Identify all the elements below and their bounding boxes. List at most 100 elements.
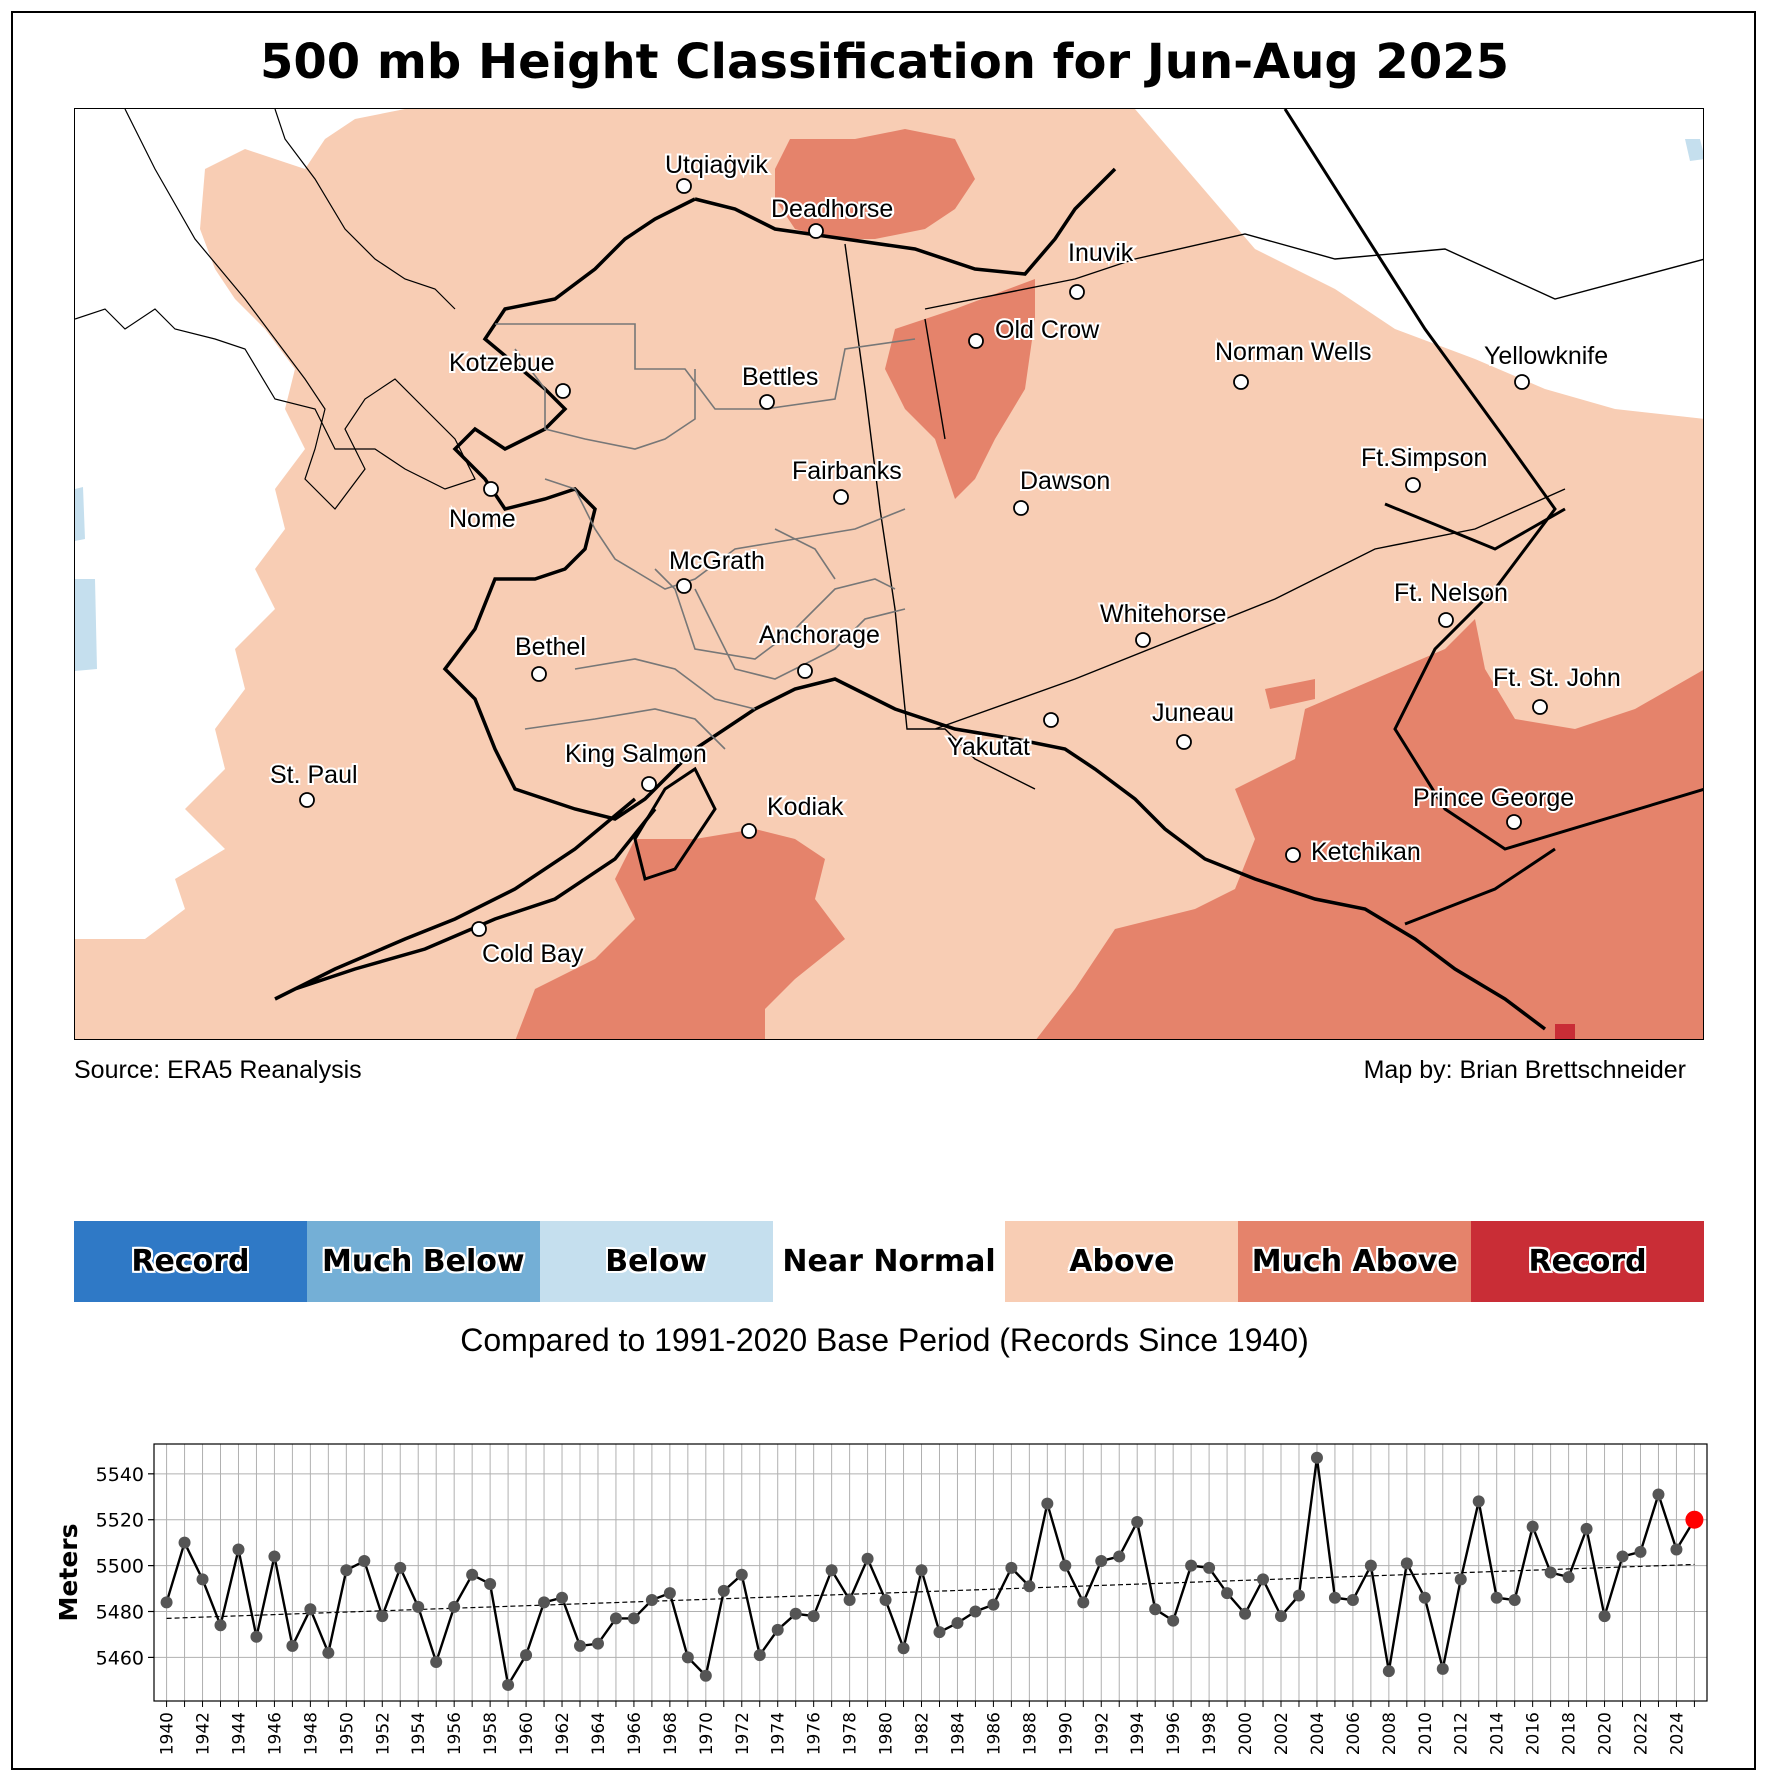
data-point <box>861 1552 874 1565</box>
y-tick-label: 5540 <box>96 1464 144 1486</box>
anomaly-below-west <box>75 487 97 671</box>
city-marker <box>1043 712 1059 728</box>
x-tick-label: 1948 <box>301 1712 321 1755</box>
city-label: Norman Wells <box>1215 338 1372 366</box>
figure-frame <box>11 11 1756 1770</box>
data-point <box>502 1678 515 1691</box>
data-point <box>322 1646 335 1659</box>
legend-much-above: Much Above <box>1238 1221 1472 1302</box>
city-marker <box>641 776 657 792</box>
data-point <box>178 1536 191 1549</box>
x-tick-label: 2000 <box>1236 1712 1256 1755</box>
x-tick-label: 1974 <box>769 1712 789 1755</box>
x-tick-label: 1946 <box>265 1712 285 1755</box>
data-point <box>1059 1559 1072 1572</box>
x-tick-label: 1994 <box>1128 1712 1148 1755</box>
map-panel: Utqiaġvik Deadhorse Inuvik Old Crow Kotz… <box>74 108 1704 1040</box>
city-marker <box>1013 500 1029 516</box>
data-point <box>1077 1596 1090 1609</box>
legend-bar: Record Much Below Below Near Normal Abov… <box>74 1221 1705 1302</box>
city-mcgrath: McGrath <box>667 545 767 594</box>
x-tick-label: 1944 <box>229 1712 249 1755</box>
legend-above: Above <box>1005 1221 1239 1302</box>
city-whitehorse: Whitehorse <box>1098 598 1228 648</box>
x-tick-label: 1956 <box>445 1712 465 1755</box>
city-inuvik: Inuvik <box>1066 237 1136 300</box>
data-point <box>1149 1603 1162 1616</box>
anomaly-much-above-southeast <box>1036 619 1703 1039</box>
city-marker <box>471 921 487 937</box>
data-point <box>825 1564 838 1577</box>
data-point <box>969 1605 982 1618</box>
data-point <box>160 1596 173 1609</box>
x-tick-label: 1942 <box>194 1712 214 1755</box>
x-tick-label: 1950 <box>337 1712 357 1755</box>
city-marker <box>676 178 692 194</box>
source-credit: Source: ERA5 Reanalysis <box>74 1056 362 1084</box>
city-marker <box>483 481 499 497</box>
anomaly-much-above-oldcrow <box>885 279 1035 499</box>
y-tick-label: 5460 <box>96 1647 144 1669</box>
base-period-caption: Compared to 1991-2020 Base Period (Recor… <box>460 1322 1309 1358</box>
data-point <box>1275 1610 1288 1623</box>
data-point <box>520 1649 533 1662</box>
city-label: Whitehorse <box>1100 600 1226 628</box>
city-marker <box>1233 374 1249 390</box>
x-tick-label: 2008 <box>1380 1712 1400 1755</box>
kodiak-island <box>633 766 717 881</box>
city-marker <box>741 823 757 839</box>
data-point <box>771 1623 784 1636</box>
city-king-salmon: King Salmon <box>563 738 709 792</box>
legend-record-above: Record <box>1471 1221 1705 1302</box>
data-point <box>843 1594 856 1607</box>
data-point <box>448 1600 461 1613</box>
city-label: Anchorage <box>759 621 880 649</box>
anomaly-much-above-patch <box>1265 679 1315 709</box>
x-tick-label: 1996 <box>1164 1712 1184 1755</box>
x-tick-label: 1960 <box>517 1712 537 1755</box>
data-point <box>1310 1451 1323 1464</box>
data-point <box>1634 1545 1647 1558</box>
data-point <box>1490 1591 1503 1604</box>
city-label: Bettles <box>742 363 818 391</box>
data-point <box>430 1655 443 1668</box>
data-point <box>1418 1591 1431 1604</box>
city-ketchikan: Ketchikan <box>1285 836 1423 868</box>
y-axis-label: Meters <box>54 1524 83 1622</box>
data-point <box>1652 1488 1665 1501</box>
data-point <box>717 1584 730 1597</box>
data-point <box>286 1639 299 1652</box>
city-label: Fairbanks <box>792 457 902 485</box>
data-point <box>1167 1614 1180 1627</box>
y-tick-label: 5500 <box>96 1556 144 1578</box>
city-label: McGrath <box>669 547 765 575</box>
data-point <box>915 1564 928 1577</box>
city-label: Cold Bay <box>482 940 584 968</box>
data-point <box>681 1651 694 1664</box>
city-deadhorse: Deadhorse <box>769 193 895 239</box>
x-tick-label: 1968 <box>661 1712 681 1755</box>
data-point <box>933 1626 946 1639</box>
city-yellowknife: Yellowknife <box>1482 340 1610 390</box>
city-ft-simpson: Ft.Simpson <box>1359 442 1489 493</box>
city-old-crow: Old Crow <box>968 314 1102 349</box>
city-marker <box>676 578 692 594</box>
city-label: Ft. St. John <box>1493 664 1621 692</box>
data-point <box>484 1577 497 1590</box>
data-point <box>214 1619 227 1632</box>
city-label: Ft.Simpson <box>1361 444 1487 472</box>
city-label: Dawson <box>1020 467 1110 495</box>
city-marker <box>1285 847 1301 863</box>
city-kotzebue: Kotzebue <box>447 347 571 399</box>
map-svg: Utqiaġvik Deadhorse Inuvik Old Crow Kotz… <box>75 109 1703 1039</box>
data-point <box>1562 1571 1575 1584</box>
city-nome: Nome <box>447 481 518 535</box>
data-point <box>987 1598 1000 1611</box>
data-point <box>753 1649 766 1662</box>
city-bethel: Bethel <box>513 631 588 682</box>
data-point <box>663 1587 676 1600</box>
city-label: Utqiaġvik <box>665 151 768 179</box>
x-tick-label: 1970 <box>697 1712 717 1755</box>
city-norman-wells: Norman Wells <box>1213 336 1374 390</box>
data-point <box>1203 1561 1216 1574</box>
